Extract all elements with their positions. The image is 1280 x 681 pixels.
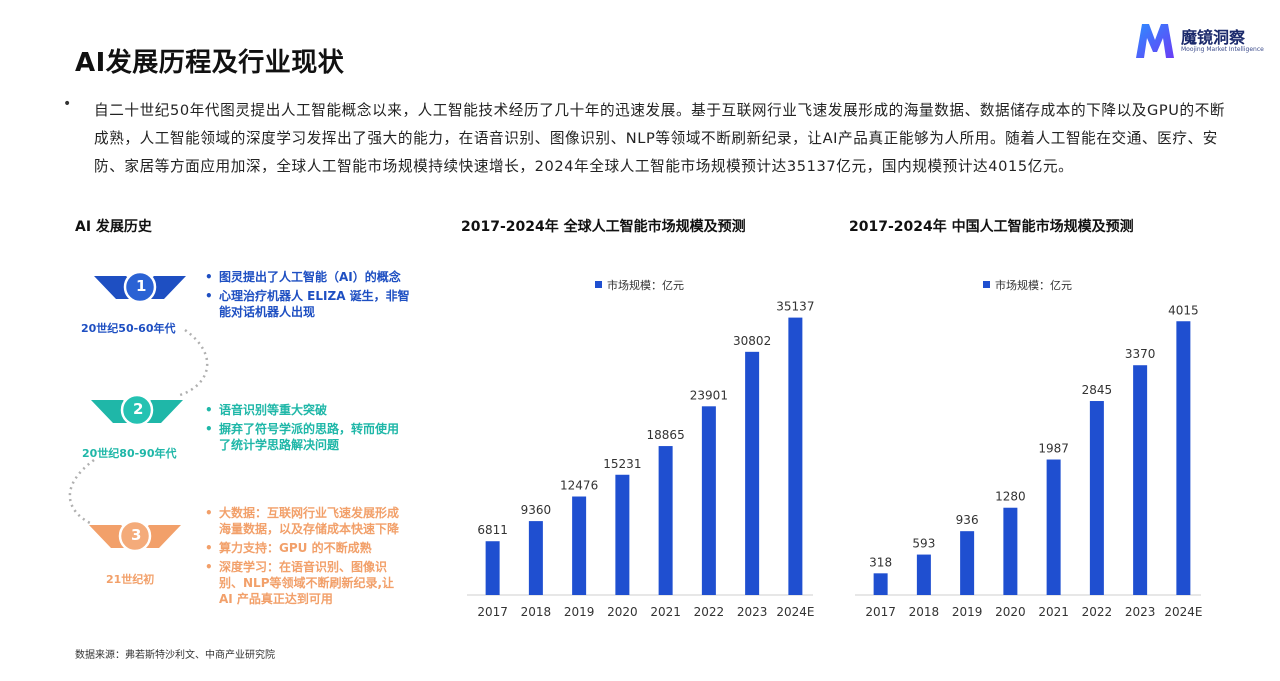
global-bar-2021 [658,446,673,595]
connector-1-2 [179,328,209,397]
intro-paragraph: 自二十世纪50年代图灵提出人工智能概念以来，人工智能技术经历了几十年的迅速发展。… [94,102,1226,175]
global-legend-swatch [595,281,602,288]
stage-3-chevron [89,525,181,548]
china-bar-2021 [1046,459,1061,595]
global-bar-2020 [615,474,630,595]
global-bar-2018 [528,521,543,595]
logo-subtitle: Moojing Market Intelligence [1181,46,1264,53]
stage-3-item: 算力支持：GPU 的不断成熟 [205,540,410,556]
stage-1-item: 图灵提出了人工智能（AI）的概念 [205,269,410,285]
china-value-label-2017: 318 [869,555,892,569]
global-bar-2023 [745,351,760,595]
china-value-label-2024E: 4015 [1168,303,1199,317]
china-bar-2019 [960,531,975,595]
stage-2-items: 语音识别等重大突破 摒弃了符号学派的思路，转而使用了统计学思路解决问题 [205,402,410,456]
stage-3-item: 大数据：互联网行业飞速发展形成海量数据，以及存储成本快速下降 [205,505,410,537]
china-tick-label-2024E: 2024E [1164,605,1202,619]
global-value-label-2023: 30802 [733,334,771,348]
global-bar-2024E [788,317,803,595]
stage-1-item: 心理治疗机器人 ELIZA 诞生，非智能对话机器人出现 [205,288,410,320]
stage-1-items: 图灵提出了人工智能（AI）的概念 心理治疗机器人 ELIZA 诞生，非智能对话机… [205,269,410,323]
connector-2-3 [68,458,95,525]
china-tick-label-2017: 2017 [865,605,896,619]
stage-3-number: 3 [131,526,142,544]
stage-3-item: 深度学习：在语音识别、图像识别、NLP等领域不断刷新纪录,让 AI 产品真正达到… [205,559,410,607]
china-bar-2017 [873,573,888,595]
stage-3-circle [118,519,152,553]
china-value-label-2021: 1987 [1038,442,1069,456]
global-tick-label-2017: 2017 [477,605,508,619]
china-bar-2020 [1003,507,1018,595]
global-bar-2017 [485,541,500,595]
china-tick-label-2019: 2019 [952,605,983,619]
data-source: 数据来源：弗若斯特沙利文、中商产业研究院 [75,650,275,661]
china-legend-label: 市场规模：亿元 [995,278,1072,292]
china-tick-label-2022: 2022 [1082,605,1113,619]
logo-name: 魔镜洞察 [1181,28,1246,47]
china-value-label-2019: 936 [956,513,979,527]
china-value-label-2023: 3370 [1125,347,1156,361]
global-tick-label-2024E: 2024E [776,605,814,619]
stage-2-chevron [91,400,183,423]
china-market-bar-chart: 市场规模：亿元 318 2017 593 2018 936 2019 1280 2020 1987… [855,278,1202,619]
logo: 魔镜洞察 Moojing Market Intelligence [1133,20,1264,62]
intro-bullet: • [63,96,72,112]
china-tick-label-2023: 2023 [1125,605,1156,619]
global-tick-label-2023: 2023 [737,605,768,619]
china-legend-swatch [983,281,990,288]
stage-3-era: 21世纪初 [106,573,155,586]
stage-1-circle [123,270,157,304]
china-tick-label-2021: 2021 [1038,605,1069,619]
global-tick-label-2018: 2018 [521,605,552,619]
stage-3-items: 大数据：互联网行业飞速发展形成海量数据，以及存储成本快速下降 算力支持：GPU … [205,505,410,610]
china-bar-2018 [916,554,931,595]
history-title: AI 发展历史 [75,219,152,235]
global-value-label-2024E: 35137 [776,300,814,314]
china-bar-2023 [1133,365,1148,595]
china-value-label-2022: 2845 [1082,383,1113,397]
ai-history-timeline: 20世纪50-60年代 20世纪80-90年代 21世纪初 1 2 3 图灵提出… [60,255,430,635]
global-tick-label-2020: 2020 [607,605,638,619]
global-bar-2022 [701,406,716,595]
china-value-label-2020: 1280 [995,490,1026,504]
page-title: AI发展历程及行业现状 [75,48,345,78]
global-tick-label-2019: 2019 [564,605,595,619]
global-legend-label: 市场规模：亿元 [607,278,684,292]
global-value-label-2021: 18865 [647,428,685,442]
stage-2-number: 2 [133,400,144,418]
china-value-label-2018: 593 [912,537,935,551]
global-value-label-2020: 15231 [603,457,641,471]
stage-2-circle [120,393,154,427]
timeline-graphics [68,270,209,553]
china-bar-2024E [1176,321,1191,595]
global-value-label-2018: 9360 [521,503,552,517]
global-value-label-2017: 6811 [477,523,508,537]
logo-mark-icon [1136,24,1174,58]
global-tick-label-2021: 2021 [650,605,681,619]
stage-2-item: 摒弃了符号学派的思路，转而使用了统计学思路解决问题 [205,421,410,453]
stage-2-era: 20世纪80-90年代 [82,447,177,460]
global-market-bar-chart: 市场规模：亿元 6811 2017 9360 2018 12476 2019 15231 202… [467,278,814,619]
stage-1-chevron [94,276,186,299]
china-bar-2022 [1089,401,1104,595]
china-tick-label-2018: 2018 [909,605,940,619]
china-tick-label-2020: 2020 [995,605,1026,619]
stage-1-number: 1 [136,277,147,295]
global-chart-title: 2017-2024年 全球人工智能市场规模及预测 [461,219,746,235]
global-value-label-2019: 12476 [560,479,598,493]
global-value-label-2022: 23901 [690,388,728,402]
global-tick-label-2022: 2022 [694,605,725,619]
china-chart-title: 2017-2024年 中国人工智能市场规模及预测 [849,219,1134,235]
global-bar-2019 [572,496,587,595]
stage-1-era: 20世纪50-60年代 [81,322,176,335]
stage-2-item: 语音识别等重大突破 [205,402,410,418]
